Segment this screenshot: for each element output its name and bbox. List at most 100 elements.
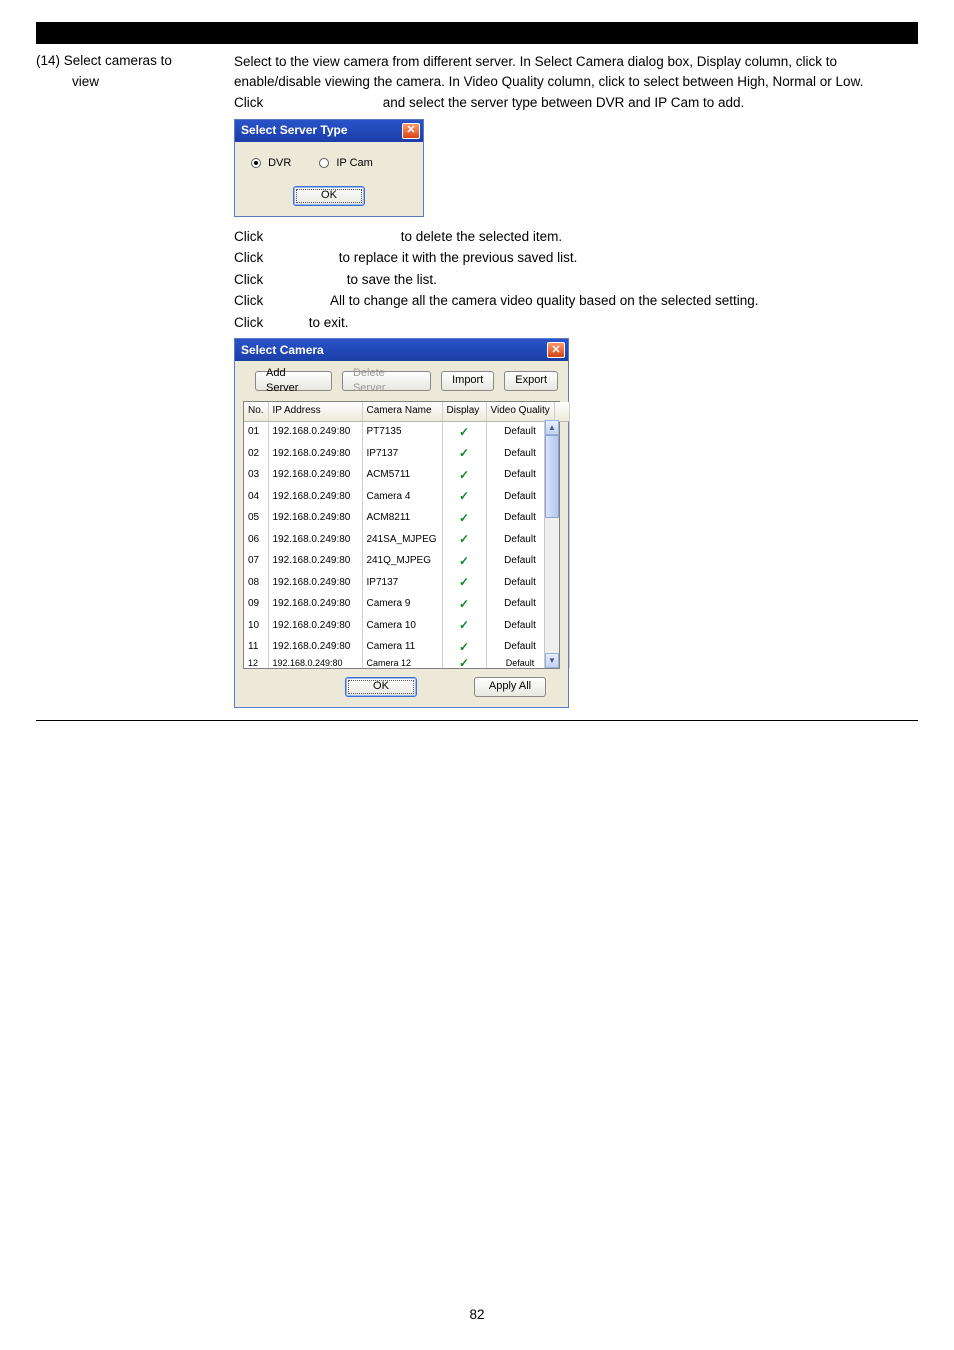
click2-pre: Click: [234, 229, 263, 244]
click-line-2: Click to delete the selected item.: [234, 227, 918, 247]
cell-display[interactable]: ✓: [442, 508, 486, 530]
check-icon: ✓: [459, 658, 469, 668]
cell-no: 07: [244, 551, 268, 573]
cell-display[interactable]: ✓: [442, 465, 486, 487]
cell-display[interactable]: ✓: [442, 615, 486, 637]
check-icon: ✓: [459, 511, 469, 525]
close-icon[interactable]: ✕: [402, 123, 420, 139]
cell-ip: 192.168.0.249:80: [268, 572, 362, 594]
hdr-qual[interactable]: Video Quality: [486, 402, 554, 421]
cell-ip: 192.168.0.249:80: [268, 443, 362, 465]
camera-grid-wrap: No. IP Address Camera Name Display Video…: [243, 401, 560, 669]
table-row[interactable]: 04192.168.0.249:80Camera 4✓Default: [244, 486, 569, 508]
apply-all-button[interactable]: Apply All: [474, 677, 546, 697]
click5-pre: Click: [234, 293, 263, 308]
add-server-button[interactable]: Add Server: [255, 371, 332, 391]
cell-no: 10: [244, 615, 268, 637]
cell-ip: 192.168.0.249:80: [268, 551, 362, 573]
cell-display[interactable]: ✓: [442, 658, 486, 668]
scroll-down-button[interactable]: ▼: [545, 653, 559, 668]
right-column: Select to the view camera from different…: [234, 52, 918, 708]
srvtype-titlebar[interactable]: Select Server Type ✕: [235, 120, 423, 142]
check-icon: ✓: [459, 468, 469, 482]
cell-name: IP7137: [362, 443, 442, 465]
camera-grid[interactable]: No. IP Address Camera Name Display Video…: [244, 402, 570, 668]
click-line-1: Click and select the server type between…: [234, 93, 918, 113]
radio-icon: [251, 158, 261, 168]
cell-name: 241Q_MJPEG: [362, 551, 442, 573]
hdr-scroll: [554, 402, 569, 421]
cell-ip: 192.168.0.249:80: [268, 465, 362, 487]
scroll-track[interactable]: [545, 435, 559, 653]
click2-post: to delete the selected item.: [401, 229, 562, 244]
cell-display[interactable]: ✓: [442, 572, 486, 594]
content-row: (14) Select cameras to view Select to th…: [36, 52, 918, 721]
click-line-4: Click to save the list.: [234, 270, 918, 290]
cell-ip: 192.168.0.249:80: [268, 594, 362, 616]
radio-icon: [319, 158, 329, 168]
cell-display[interactable]: ✓: [442, 551, 486, 573]
ok-button[interactable]: OK: [345, 677, 417, 697]
cell-name: ACM8211: [362, 508, 442, 530]
ok-button[interactable]: OK: [293, 186, 365, 206]
table-row[interactable]: 09192.168.0.249:80Camera 9✓Default: [244, 594, 569, 616]
grid-header-row: No. IP Address Camera Name Display Video…: [244, 402, 569, 421]
cell-no: 04: [244, 486, 268, 508]
cell-name: PT7135: [362, 421, 442, 443]
cell-name: Camera 4: [362, 486, 442, 508]
selcam-footer: OK Apply All: [235, 669, 568, 707]
click6-post: to exit.: [309, 315, 349, 330]
cell-no: 08: [244, 572, 268, 594]
hdr-no[interactable]: No.: [244, 402, 268, 421]
table-row[interactable]: 10192.168.0.249:80Camera 10✓Default: [244, 615, 569, 637]
close-icon[interactable]: ✕: [547, 342, 565, 358]
selcam-titlebar[interactable]: Select Camera ✕: [235, 339, 568, 361]
table-row[interactable]: 01192.168.0.249:80PT7135✓Default: [244, 421, 569, 443]
cell-name: Camera 9: [362, 594, 442, 616]
table-row[interactable]: 07192.168.0.249:80241Q_MJPEG✓Default: [244, 551, 569, 573]
cell-name: IP7137: [362, 572, 442, 594]
table-row[interactable]: 02192.168.0.249:80IP7137✓Default: [244, 443, 569, 465]
srvtype-radio-row: DVR IP Cam: [245, 150, 413, 186]
scroll-thumb[interactable]: [545, 435, 559, 518]
cell-no: 06: [244, 529, 268, 551]
vertical-scrollbar[interactable]: ▲ ▼: [544, 420, 559, 668]
click-line-6: Click to exit.: [234, 313, 918, 333]
cell-name: Camera 10: [362, 615, 442, 637]
click3-post: to replace it with the previous saved li…: [339, 250, 578, 265]
scroll-up-button[interactable]: ▲: [545, 420, 559, 435]
cell-display[interactable]: ✓: [442, 443, 486, 465]
import-button[interactable]: Import: [441, 371, 494, 391]
delete-server-button[interactable]: Delete Server: [342, 371, 431, 391]
cell-name: ACM5711: [362, 465, 442, 487]
click1-pre: Click: [234, 95, 263, 110]
cell-display[interactable]: ✓: [442, 529, 486, 551]
click-line-3: Click to replace it with the previous sa…: [234, 248, 918, 268]
cell-ip: 192.168.0.249:80: [268, 637, 362, 659]
click5-post: All to change all the camera video quali…: [330, 293, 759, 308]
hdr-name[interactable]: Camera Name: [362, 402, 442, 421]
cell-display[interactable]: ✓: [442, 594, 486, 616]
click4-pre: Click: [234, 272, 263, 287]
radio-dvr[interactable]: DVR: [251, 156, 291, 172]
check-icon: ✓: [459, 425, 469, 439]
cell-ip: 192.168.0.249:80: [268, 658, 362, 668]
hdr-disp[interactable]: Display: [442, 402, 486, 421]
header-blackbar: [36, 22, 918, 44]
cell-no: 01: [244, 421, 268, 443]
srvtype-title: Select Server Type: [241, 122, 348, 139]
table-row[interactable]: 05192.168.0.249:80ACM8211✓Default: [244, 508, 569, 530]
export-button[interactable]: Export: [504, 371, 558, 391]
cell-name: 241SA_MJPEG: [362, 529, 442, 551]
radio-ipcam[interactable]: IP Cam: [319, 156, 373, 172]
table-row[interactable]: 08192.168.0.249:80IP7137✓Default: [244, 572, 569, 594]
cell-display[interactable]: ✓: [442, 637, 486, 659]
hdr-ip[interactable]: IP Address: [268, 402, 362, 421]
table-row[interactable]: 06192.168.0.249:80241SA_MJPEG✓Default: [244, 529, 569, 551]
check-icon: ✓: [459, 597, 469, 611]
table-row[interactable]: 11192.168.0.249:80Camera 11✓Default: [244, 637, 569, 659]
table-row[interactable]: 03192.168.0.249:80ACM5711✓Default: [244, 465, 569, 487]
cell-display[interactable]: ✓: [442, 486, 486, 508]
table-row[interactable]: 12192.168.0.249:80Camera 12✓Default: [244, 658, 569, 668]
cell-display[interactable]: ✓: [442, 421, 486, 443]
